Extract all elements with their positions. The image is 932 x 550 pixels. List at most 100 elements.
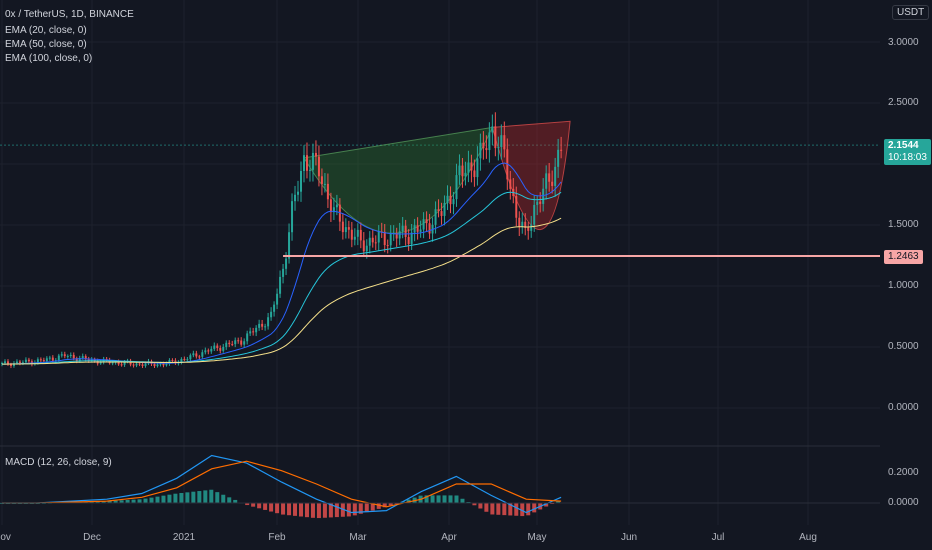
candle-body — [84, 356, 87, 360]
candle-body — [144, 363, 147, 366]
candle-body — [494, 126, 497, 149]
candle-body — [234, 340, 237, 345]
candles — [1, 112, 563, 369]
candle-body — [491, 126, 494, 133]
macd-histogram-bar — [257, 503, 262, 509]
macd-histogram-bar — [299, 503, 303, 517]
candle-body — [407, 236, 410, 244]
candle-body — [42, 360, 45, 362]
candle-body — [455, 175, 458, 200]
candle-body — [291, 201, 294, 233]
x-tick-label: Feb — [268, 532, 286, 543]
macd-histogram-bar — [167, 494, 172, 503]
candle-body — [335, 204, 338, 208]
candle-body — [482, 142, 485, 149]
candle-body — [446, 195, 449, 203]
candle-body — [237, 340, 240, 342]
candle-body — [45, 358, 48, 362]
candle-body — [488, 132, 491, 151]
macd-histogram-bar — [340, 503, 345, 517]
candle-body — [560, 149, 563, 151]
macd-histogram-bar — [155, 496, 160, 503]
candle-body — [123, 361, 126, 365]
y-tick-label: 2.5000 — [888, 97, 919, 108]
macd-histogram-bar — [544, 503, 549, 507]
candle-body — [401, 225, 404, 232]
candle-body — [530, 224, 533, 231]
candle-body — [317, 156, 320, 177]
candle-body — [21, 362, 24, 364]
cup-pattern — [303, 120, 571, 234]
candle-body — [117, 361, 120, 365]
candle-body — [371, 237, 374, 243]
candle-body — [467, 162, 470, 173]
candle-body — [207, 350, 210, 352]
macd-histogram-bar — [161, 495, 166, 503]
candle-body — [9, 364, 12, 366]
candle-body — [12, 363, 15, 366]
ema50-line — [2, 191, 562, 365]
last-price-tag: 2.1544 10:18:03 — [884, 139, 931, 165]
candle-body — [404, 225, 407, 237]
candle-body — [545, 173, 548, 189]
candle-body — [93, 359, 96, 361]
candle-body — [129, 361, 132, 365]
macd-histogram-bar — [281, 503, 286, 515]
candle-body — [410, 232, 413, 244]
candle-body — [276, 293, 279, 305]
candle-body — [135, 363, 138, 366]
ema100-legend[interactable]: EMA (100, close, 0) — [5, 53, 93, 64]
candle-body — [350, 229, 353, 240]
macd-histogram-bar — [137, 499, 142, 503]
macd-histogram-bar — [454, 495, 459, 503]
macd-histogram-bar — [322, 503, 327, 518]
candle-body — [132, 364, 135, 366]
macd-histogram-bar — [251, 503, 256, 507]
candle-body — [479, 142, 482, 159]
candle-body — [282, 268, 285, 277]
candle-body — [159, 363, 162, 365]
candle-body — [24, 359, 27, 363]
candle-body — [78, 358, 81, 361]
candle-body — [210, 348, 213, 352]
macd-histogram-bar — [245, 503, 250, 506]
candle-body — [243, 341, 246, 345]
macd-histogram-bar — [364, 503, 369, 513]
macd-legend[interactable]: MACD (12, 26, close, 9) — [5, 457, 112, 468]
macd-histogram-bar — [131, 499, 136, 503]
macd-y-tick-label: 0.2000 — [888, 467, 919, 478]
candle-body — [398, 231, 401, 239]
currency-label[interactable]: USDT — [892, 5, 930, 20]
macd-histogram-bar — [424, 495, 429, 503]
candle-body — [509, 179, 512, 189]
candle-body — [353, 236, 356, 240]
candle-body — [99, 362, 102, 364]
macd-histogram-bar — [310, 503, 315, 518]
y-tick-label: 0.5000 — [888, 341, 919, 352]
candle-body — [171, 360, 174, 362]
candle-body — [267, 317, 270, 327]
cup-shape — [303, 126, 494, 234]
candle-body — [1, 362, 3, 365]
candle-body — [515, 195, 518, 218]
candle-body — [189, 355, 192, 360]
candle-body — [374, 242, 377, 244]
signal-line — [2, 460, 562, 508]
ema50-legend[interactable]: EMA (50, close, 0) — [5, 39, 87, 50]
candle-body — [90, 359, 93, 361]
macd-histogram-bar — [233, 499, 238, 503]
macd-histogram-bar — [101, 501, 106, 503]
candle-body — [551, 181, 554, 186]
candle-body — [338, 204, 341, 222]
ema20-legend[interactable]: EMA (20, close, 0) — [5, 25, 87, 36]
candle-body — [332, 207, 335, 213]
candle-body — [87, 359, 90, 361]
candle-body — [213, 345, 216, 349]
candle-body — [51, 357, 54, 361]
candle-body — [539, 201, 542, 204]
candle-body — [377, 231, 380, 243]
candle-body — [461, 165, 464, 177]
macd-histogram-bar — [508, 503, 513, 516]
candle-body — [311, 152, 314, 170]
